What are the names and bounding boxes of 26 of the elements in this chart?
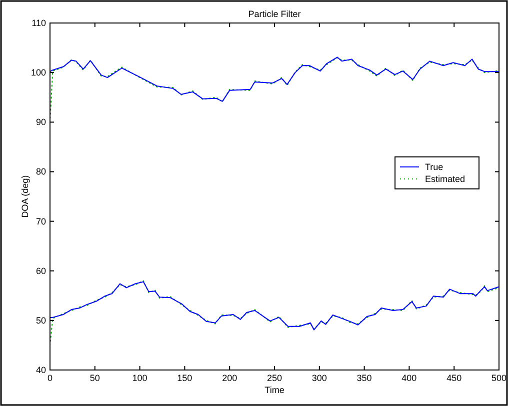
legend-label: Estimated	[425, 174, 466, 184]
x-tick-label: 500	[491, 373, 507, 383]
y-tick-label: 40	[36, 365, 46, 375]
legend-label: True	[425, 162, 444, 172]
x-tick-label: 150	[177, 373, 192, 383]
x-tick-label: 450	[446, 373, 462, 383]
x-tick-label: 100	[132, 373, 148, 383]
y-tick-label: 90	[36, 117, 46, 128]
line-series	[50, 281, 500, 330]
x-tick-label: 300	[312, 373, 327, 383]
x-tick-label: 200	[222, 373, 238, 383]
x-tick-label: 400	[402, 373, 417, 383]
x-tick-label: 50	[90, 373, 100, 383]
y-tick-label: 110	[32, 18, 46, 28]
y-tick-label: 70	[36, 216, 46, 226]
x-tick-label: 0	[47, 373, 53, 383]
x-tick-label: 250	[266, 373, 282, 383]
y-tick-label: 100	[30, 68, 46, 78]
chart-title: Particle Filter	[248, 9, 301, 19]
y-tick-label: 60	[36, 266, 46, 276]
y-tick-label: 50	[36, 315, 46, 326]
y-axis-title: DOA (deg)	[20, 175, 30, 218]
x-tick-label: 350	[356, 373, 372, 383]
line-series	[50, 56, 500, 102]
y-tick-label: 80	[36, 166, 46, 177]
x-axis-title: Time	[264, 385, 284, 395]
